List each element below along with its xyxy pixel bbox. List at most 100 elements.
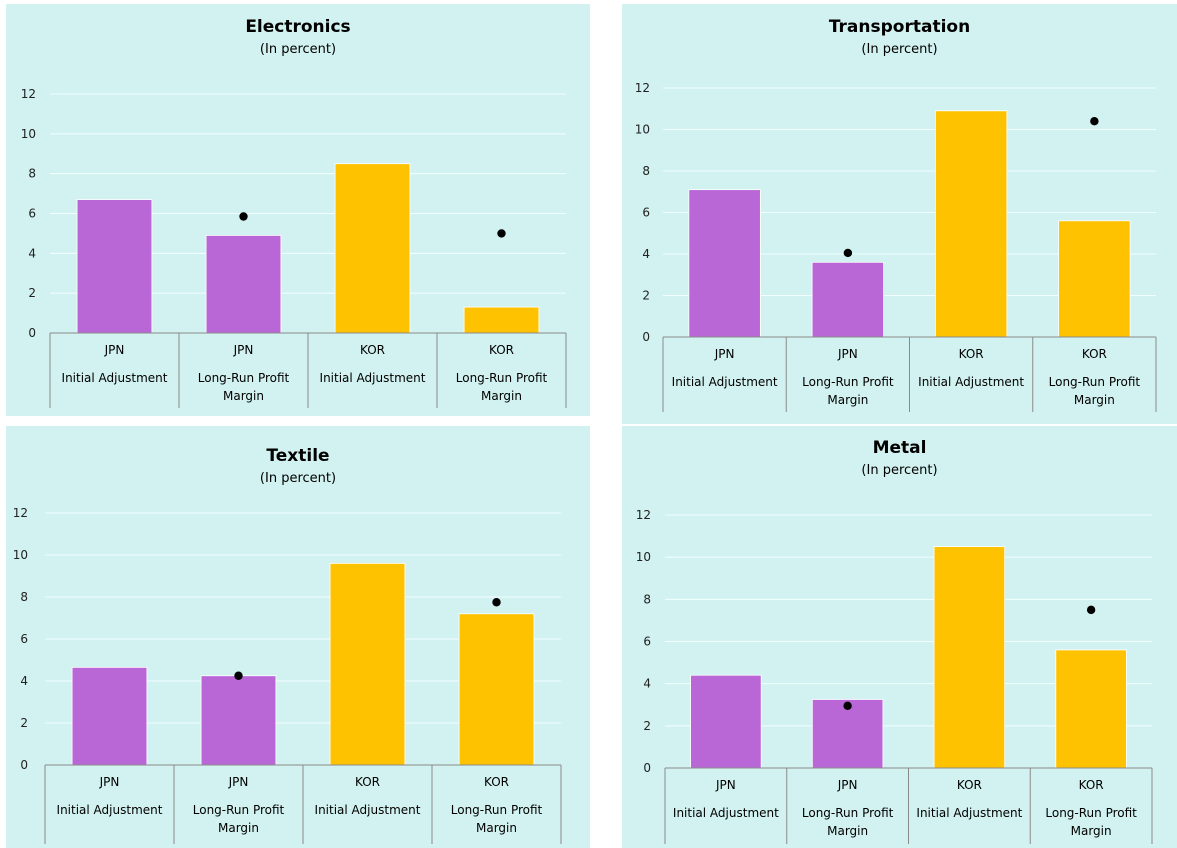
bar-jpn [811, 699, 884, 769]
category-label: Initial Adjustment [918, 375, 1024, 389]
chart-panel-metal: Metal (In percent) 0 2 4 6 8 10 12 JPN Initial Adj… [622, 426, 1177, 848]
y-tick-label: 6 [20, 632, 28, 646]
bar-kor [934, 110, 1008, 338]
chart-subtitle: (In percent) [260, 471, 336, 486]
category-label: Margin [476, 821, 517, 835]
category-country-label: KOR [360, 343, 385, 357]
category-country-label: JPN [715, 778, 736, 792]
marker-point [497, 229, 506, 238]
category-country-label: JPN [228, 775, 249, 789]
y-tick-label: 12 [21, 87, 36, 101]
bar-jpn [76, 199, 153, 334]
bar-jpn [71, 666, 148, 766]
marker-point [843, 701, 852, 711]
category-label: Initial Adjustment [57, 803, 163, 817]
y-tick-label: 10 [635, 123, 650, 137]
chart-title: Metal [873, 438, 927, 458]
y-tick-label: 4 [643, 677, 651, 691]
category-label: Long-Run Profit [198, 371, 290, 385]
y-tick-label: 2 [20, 716, 28, 730]
bar-kor [334, 163, 411, 334]
category-label: Initial Adjustment [672, 375, 778, 389]
y-tick-label: 8 [642, 164, 650, 178]
bar-kor [933, 546, 1006, 769]
bar-jpn [205, 235, 282, 334]
y-tick-label: 10 [13, 548, 28, 562]
bar-kor [463, 306, 540, 334]
marker-point [1090, 117, 1099, 126]
category-label: Margin [481, 389, 522, 403]
y-tick-label: 2 [642, 289, 650, 303]
category-country-label: KOR [959, 347, 984, 361]
chart-title: Electronics [245, 17, 350, 37]
y-tick-label: 0 [28, 326, 36, 340]
chart-panel-electronics: Electronics (In percent) 0 2 4 6 8 10 12 JPN Initi… [6, 4, 590, 416]
category-label: Margin [218, 821, 259, 835]
bar-kor [329, 562, 406, 766]
category-label: Margin [223, 389, 264, 403]
bar-kor [1055, 649, 1127, 769]
y-tick-label: 8 [28, 167, 36, 181]
y-tick-label: 12 [13, 506, 28, 520]
chart-panel-textile: Textile (In percent) 0 2 4 6 8 10 12 JPN Initial A… [6, 426, 590, 848]
chart-metal: Metal (In percent) 0 2 4 6 8 10 12 JPN Initial Adj… [636, 438, 1153, 844]
y-tick-label: 0 [643, 761, 651, 775]
category-label: Long-Run Profit [456, 371, 548, 385]
category-label: Initial Adjustment [916, 806, 1022, 820]
category-label: Initial Adjustment [320, 371, 426, 385]
y-tick-label: 6 [28, 207, 36, 221]
y-tick-label: 0 [20, 758, 28, 772]
bar-kor [1058, 220, 1131, 338]
category-label: Long-Run Profit [802, 375, 894, 389]
category-label: Initial Adjustment [62, 371, 168, 385]
y-tick-label: 8 [643, 592, 651, 606]
bar-jpn [688, 189, 761, 338]
category-country-label: KOR [355, 775, 380, 789]
y-tick-label: 12 [635, 81, 650, 95]
y-tick-label: 6 [643, 635, 651, 649]
category-label: Long-Run Profit [451, 803, 543, 817]
category-label: Initial Adjustment [315, 803, 421, 817]
category-label: Margin [827, 824, 868, 838]
category-country-label: KOR [1079, 778, 1104, 792]
chart-transportation: Transportation (In percent) 0 2 4 6 8 10 12 JPN In… [635, 17, 1157, 412]
category-label: Long-Run Profit [1049, 375, 1141, 389]
bar-jpn [811, 261, 885, 338]
marker-point [1086, 605, 1096, 615]
category-label: Long-Run Profit [1045, 806, 1137, 820]
category-country-label: JPN [837, 778, 858, 792]
category-country-label: JPN [99, 775, 120, 789]
category-label: Margin [1071, 824, 1112, 838]
chart-title: Transportation [829, 17, 970, 37]
y-tick-label: 6 [642, 206, 650, 220]
category-country-label: JPN [837, 347, 858, 361]
chart-electronics: Electronics (In percent) 0 2 4 6 8 10 12 JPN Initi… [21, 17, 567, 408]
y-tick-label: 4 [20, 674, 28, 688]
y-tick-label: 0 [642, 330, 650, 344]
y-tick-label: 10 [636, 550, 651, 564]
category-country-label: KOR [489, 343, 514, 357]
chart-subtitle: (In percent) [861, 463, 937, 478]
chart-title: Textile [266, 446, 329, 466]
y-tick-label: 4 [28, 246, 36, 260]
chart-subtitle: (In percent) [260, 42, 336, 57]
chart-subtitle: (In percent) [861, 42, 937, 57]
bar-jpn [690, 674, 762, 769]
marker-point [234, 671, 243, 680]
chart-textile: Textile (In percent) 0 2 4 6 8 10 12 JPN Initial A… [13, 446, 562, 844]
category-label: Initial Adjustment [673, 806, 779, 820]
bar-jpn [200, 675, 277, 766]
category-label: Long-Run Profit [802, 806, 894, 820]
y-tick-label: 8 [20, 590, 28, 604]
marker-point [239, 212, 248, 221]
category-label: Margin [827, 393, 868, 407]
category-country-label: KOR [957, 778, 982, 792]
category-country-label: JPN [104, 343, 125, 357]
y-tick-label: 12 [636, 508, 651, 522]
category-label: Margin [1074, 393, 1115, 407]
category-label: Long-Run Profit [193, 803, 285, 817]
marker-point [492, 598, 501, 607]
y-tick-label: 2 [28, 286, 36, 300]
y-tick-label: 4 [642, 247, 650, 261]
category-country-label: KOR [484, 775, 509, 789]
